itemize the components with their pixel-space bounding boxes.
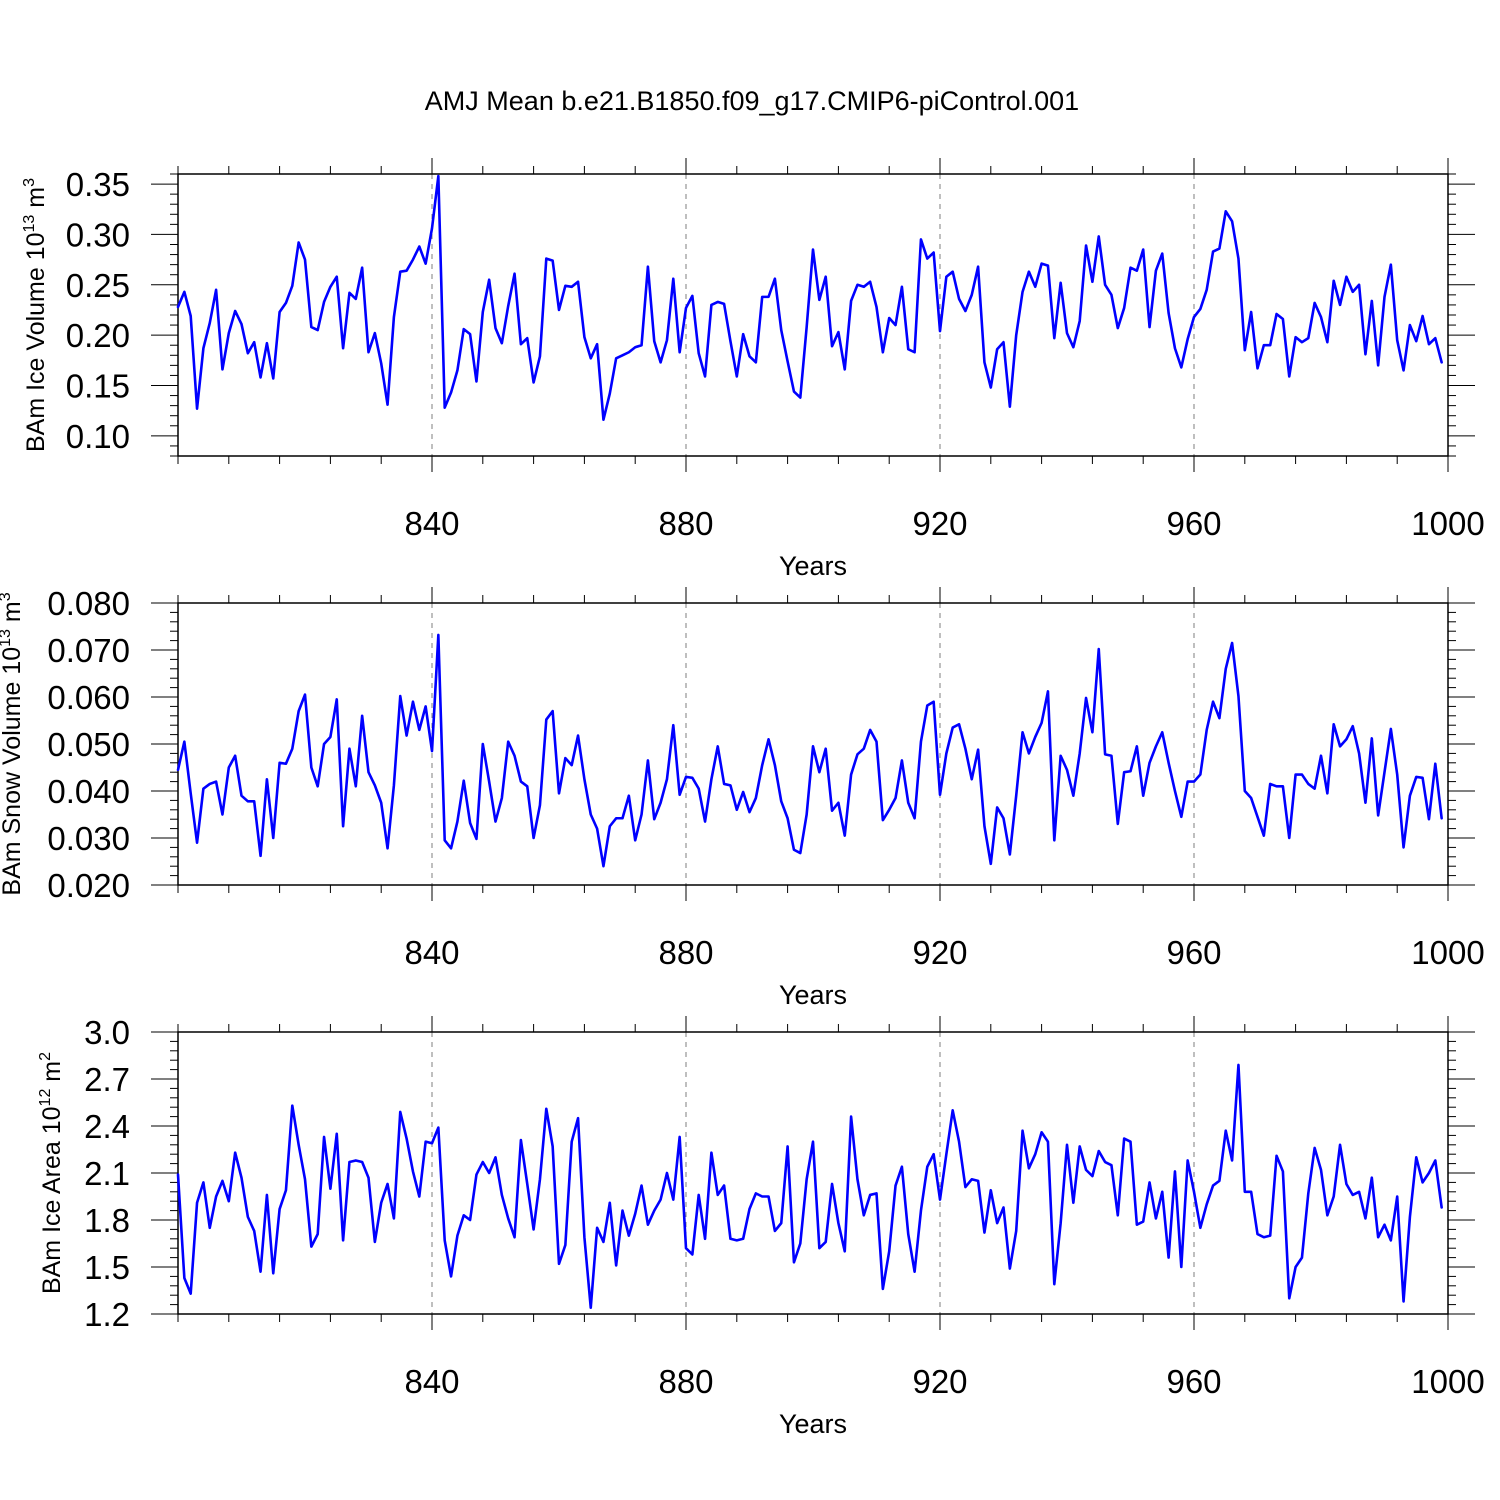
y-axis-label: BAm Ice Area 1012 m2 [37, 1052, 66, 1294]
figure-title: AMJ Mean b.e21.B1850.f09_g17.CMIP6-piCon… [425, 86, 1079, 116]
y-tick-label: 0.030 [47, 820, 130, 857]
y-tick-label: 0.080 [47, 585, 130, 622]
y-tick-label: 2.4 [84, 1108, 130, 1145]
x-tick-label: 880 [658, 1363, 713, 1400]
x-tick-label: 920 [912, 505, 967, 542]
plot-frame [177, 173, 1449, 457]
x-tick-label: 960 [1166, 934, 1221, 971]
panel-3: 840 880 920 960 1000 1.2 1.5 1.8 2.1 2.4 2.7 3.0 Yea… [37, 1014, 1485, 1439]
y-tick-label: 1.5 [84, 1249, 130, 1286]
y-tick-label: 0.35 [66, 166, 130, 203]
x-tick-label: 1000 [1411, 505, 1484, 542]
panel-2: 840 880 920 960 1000 0.020 0.030 0.040 0.050 0.06… [0, 585, 1485, 1010]
series-line [176, 174, 1443, 422]
y-tick-label: 2.1 [84, 1155, 130, 1192]
x-tick-label: 880 [658, 934, 713, 971]
x-tick-label: 1000 [1411, 1363, 1484, 1400]
x-tick-label: 960 [1166, 505, 1221, 542]
x-axis-label: Years [779, 1409, 847, 1439]
y-tick-label: 0.020 [47, 867, 130, 904]
y-tick-label: 0.060 [47, 679, 130, 716]
x-tick-label: 840 [404, 1363, 459, 1400]
x-tick-label: 960 [1166, 1363, 1221, 1400]
y-tick-label: 0.20 [66, 317, 130, 354]
x-tick-label: 920 [912, 1363, 967, 1400]
plot-frame [177, 1031, 1449, 1315]
x-tick-label: 880 [658, 505, 713, 542]
x-axis-label: Years [779, 980, 847, 1010]
series-line [176, 633, 1443, 868]
plot-frame [177, 602, 1449, 886]
series-line [176, 1063, 1443, 1310]
y-tick-label: 0.25 [66, 267, 130, 304]
y-tick-label: 0.050 [47, 726, 130, 763]
x-tick-label: 1000 [1411, 934, 1484, 971]
y-tick-label: 3.0 [84, 1014, 130, 1051]
y-tick-label: 0.040 [47, 773, 130, 810]
y-axis-label: BAm Ice Volume 1013 m3 [21, 178, 50, 452]
y-tick-label: 0.10 [66, 418, 130, 455]
x-tick-label: 920 [912, 934, 967, 971]
x-tick-label: 840 [404, 505, 459, 542]
y-tick-label: 0.070 [47, 632, 130, 669]
panel-1: 840 880 920 960 1000 0.10 0.15 0.20 0.25 0.30 0.35… [21, 158, 1485, 581]
y-tick-label: 1.2 [84, 1296, 130, 1333]
panels: 840 880 920 960 1000 0.10 0.15 0.20 0.25 0.30 0.35… [0, 158, 1485, 1439]
y-tick-label: 2.7 [84, 1061, 130, 1098]
x-axis-label: Years [779, 551, 847, 581]
x-tick-label: 840 [404, 934, 459, 971]
y-tick-label: 1.8 [84, 1202, 130, 1239]
y-axis-label: BAm Snow Volume 1013 m3 [0, 592, 26, 895]
y-tick-label: 0.15 [66, 368, 130, 405]
y-tick-label: 0.30 [66, 216, 130, 253]
